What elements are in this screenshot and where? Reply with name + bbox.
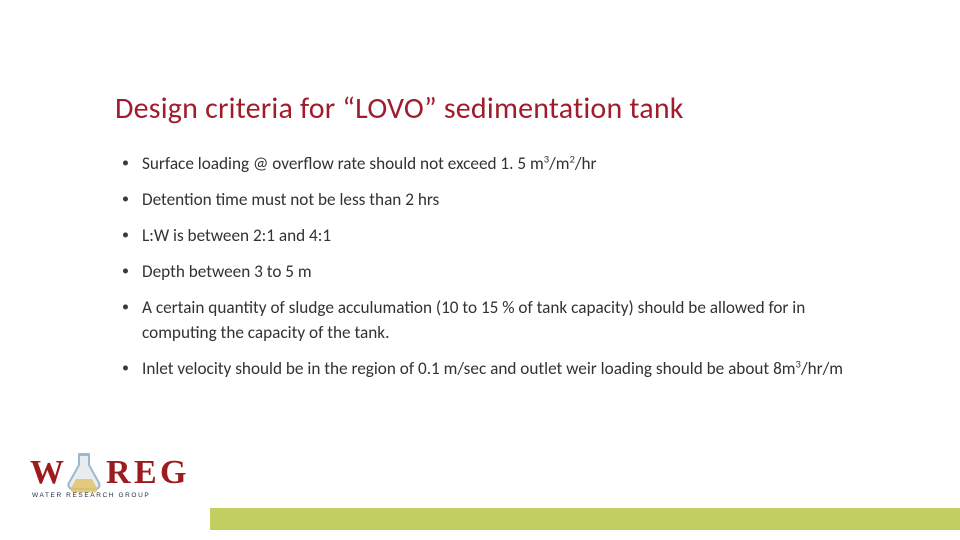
logo-letter: R: [106, 454, 131, 491]
bullet-item: L:W is between 2:1 and 4:1: [122, 224, 882, 249]
logo-letter: W: [30, 454, 64, 491]
logo-letter: G: [160, 454, 186, 491]
bullet-item: Depth between 3 to 5 m: [122, 260, 882, 285]
bullet-list: Surface loading @ overflow rate should n…: [122, 152, 882, 393]
slide-title: Design criteria for “LOVO” sedimentation…: [115, 90, 684, 127]
logo-letter: E: [134, 454, 157, 491]
logo-subtitle: WATER RESEARCH GROUP: [32, 492, 150, 499]
flask-icon: [68, 453, 99, 493]
bullet-item: Detention time must not be less than 2 h…: [122, 188, 882, 213]
accent-band: [210, 508, 960, 530]
bullet-item: A certain quantity of sludge acculumatio…: [122, 296, 882, 346]
bullet-item: Surface loading @ overflow rate should n…: [122, 152, 882, 177]
bullet-item: Inlet velocity should be in the region o…: [122, 357, 882, 382]
wareg-logo: W R E G WATER RESEARCH GROUP: [30, 447, 200, 512]
